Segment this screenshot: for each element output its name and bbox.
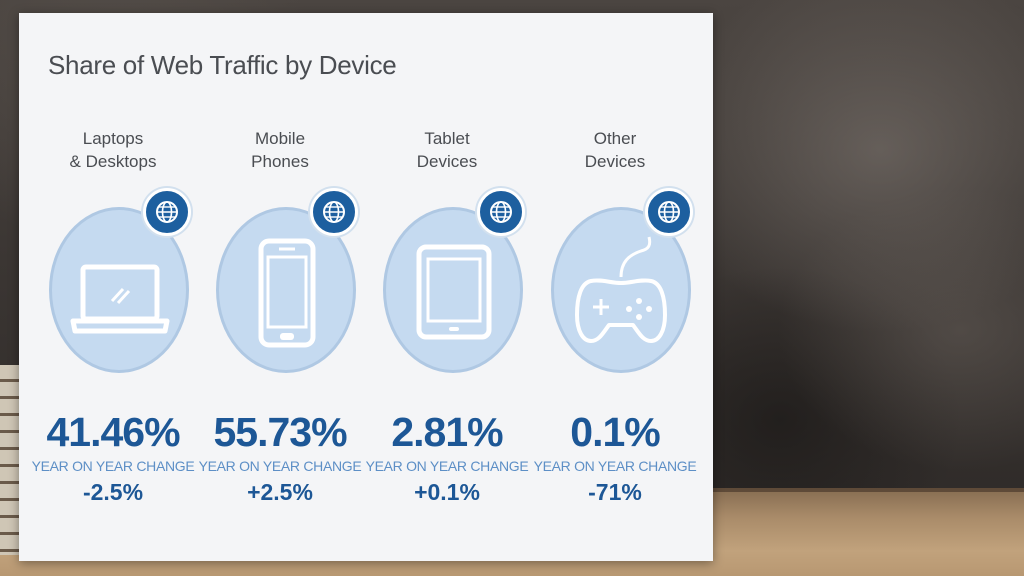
globe-icon — [658, 201, 680, 223]
globe-badge — [310, 188, 358, 236]
share-value: 2.81% — [391, 409, 503, 455]
share-value: 55.73% — [213, 409, 347, 455]
device-column-tablet: Tablet Devices 2.81% YEAR ON YEAR CHANGE… — [363, 13, 531, 561]
globe-icon — [156, 201, 178, 223]
mobile-phone-icon — [258, 238, 316, 348]
laptop-icon — [70, 264, 170, 334]
infographic-card: Share of Web Traffic by Device Laptops &… — [19, 13, 713, 561]
device-column-laptops: Laptops & Desktops 41.46% YEAR ON YEAR C… — [29, 13, 197, 561]
device-column-mobile: Mobile Phones 55.73% YEAR ON YEAR CHANGE… — [196, 13, 364, 561]
device-column-other: Other Devices 0.1% YEAR ON YEAR CHANGE -… — [531, 13, 699, 561]
yoy-change-value: +2.5% — [247, 479, 313, 505]
tablet-icon — [416, 244, 492, 340]
globe-icon — [490, 201, 512, 223]
globe-badge — [645, 188, 693, 236]
yoy-change-value: -71% — [588, 479, 642, 505]
book-stack — [0, 365, 22, 555]
yoy-change-value: -2.5% — [82, 479, 144, 505]
device-label: Laptops & Desktops — [69, 129, 157, 171]
yoy-change-label: YEAR ON YEAR CHANGE — [198, 458, 362, 474]
device-label: Mobile Phones — [251, 129, 309, 171]
yoy-change-label: YEAR ON YEAR CHANGE — [533, 458, 697, 474]
share-value: 41.46% — [46, 409, 180, 455]
yoy-change-value: +0.1% — [414, 479, 480, 505]
yoy-change-label: YEAR ON YEAR CHANGE — [365, 458, 529, 474]
share-value: 0.1% — [570, 409, 660, 455]
globe-icon — [323, 201, 345, 223]
device-label: Other Devices — [584, 129, 646, 171]
yoy-change-label: YEAR ON YEAR CHANGE — [31, 458, 195, 474]
globe-badge — [477, 188, 525, 236]
device-label: Tablet Devices — [416, 129, 478, 171]
gamepad-icon — [575, 236, 667, 343]
chart-title: Share of Web Traffic by Device — [48, 50, 397, 80]
globe-badge — [143, 188, 191, 236]
